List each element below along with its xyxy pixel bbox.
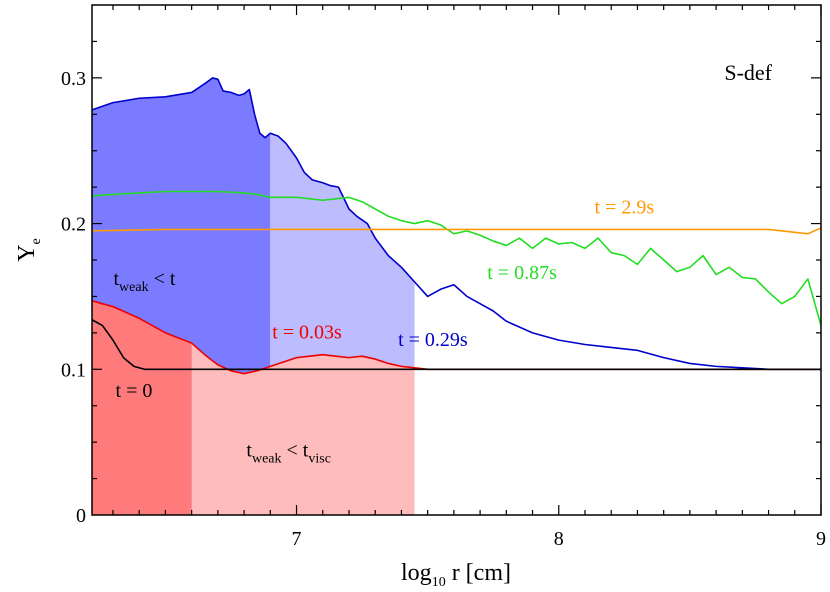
annotation-t-0-29s: t = 0.29s (398, 329, 468, 351)
region-labels: tweak < t tweak < tvisc (113, 268, 330, 467)
annotation-t-0: t = 0 (116, 380, 153, 402)
shaded-region-2 (92, 300, 192, 515)
tick-labels: 7 8 9 0 0.1 0.2 0.3 (61, 68, 826, 550)
series-line-t-0-87s (91, 190, 822, 326)
series-line-t-0 (91, 319, 821, 371)
annotation-t-0-03s: t = 0.03s (272, 322, 342, 344)
annotation-t-0-87s: t = 0.87s (487, 262, 557, 284)
series-line-t-2-9s (91, 227, 822, 235)
series-line-t-0-29s (91, 77, 821, 371)
y-axis-title: Ye (14, 238, 44, 262)
x-tick-label: 7 (292, 528, 302, 550)
y-tick-label: 0 (76, 505, 86, 527)
region-label-3: tweak < tvisc (246, 440, 331, 467)
annotation-t-2-9s: t = 2.9s (595, 196, 655, 218)
x-axis-title: log10 r [cm] (401, 560, 511, 590)
y-tick-label: 0.1 (61, 359, 86, 381)
x-tick-label: 9 (816, 528, 826, 550)
region-label-0: tweak < t (113, 268, 175, 295)
axis-ticks (92, 5, 822, 515)
y-tick-label: 0.3 (61, 68, 86, 90)
panel-title: S-def (724, 60, 772, 85)
y-tick-label: 0.2 (61, 214, 86, 236)
time-scale-regions (92, 77, 415, 516)
series-annotations: t = 2.9s t = 0.87s t = 0.29s t = 0.03s t = 0 (116, 196, 655, 402)
ye-series-group (91, 77, 822, 375)
x-tick-label: 8 (554, 528, 564, 550)
shaded-region-3 (191, 343, 415, 515)
